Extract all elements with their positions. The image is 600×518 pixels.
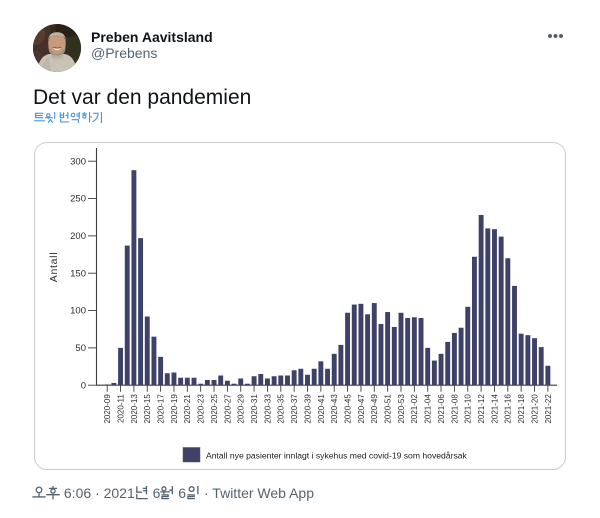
svg-text:50: 50 [75, 343, 86, 354]
svg-text:0: 0 [81, 380, 86, 391]
svg-text:2020-29: 2020-29 [237, 394, 246, 424]
svg-text:2021-02: 2021-02 [410, 394, 419, 424]
svg-text:2020-37: 2020-37 [290, 394, 299, 424]
svg-text:2021-12: 2021-12 [477, 394, 486, 424]
svg-text:2021-18: 2021-18 [517, 394, 526, 424]
svg-text:2021-22: 2021-22 [544, 394, 553, 424]
svg-text:2020-09: 2020-09 [103, 394, 112, 424]
svg-text:100: 100 [70, 306, 86, 317]
svg-text:2020-51: 2020-51 [384, 394, 393, 424]
svg-text:2020-41: 2020-41 [317, 394, 326, 424]
svg-text:200: 200 [70, 231, 86, 242]
svg-text:2021-06: 2021-06 [437, 394, 446, 424]
svg-text:2021-16: 2021-16 [504, 394, 513, 424]
svg-text:2020-49: 2020-49 [370, 394, 379, 424]
svg-text:250: 250 [70, 194, 86, 205]
svg-text:2020-45: 2020-45 [343, 394, 352, 424]
svg-text:2020-27: 2020-27 [223, 394, 232, 424]
svg-text:2020-13: 2020-13 [130, 394, 139, 424]
svg-text:2020-15: 2020-15 [143, 394, 152, 424]
svg-text:2021-08: 2021-08 [450, 394, 459, 424]
svg-text:300: 300 [70, 156, 86, 167]
svg-text:2020-11: 2020-11 [116, 394, 125, 423]
svg-text:2021-04: 2021-04 [424, 394, 433, 424]
svg-text:2020-19: 2020-19 [170, 394, 179, 424]
svg-text:2020-33: 2020-33 [263, 394, 272, 424]
svg-text:2020-47: 2020-47 [357, 394, 366, 424]
svg-text:Antall nye pasienter innlagt i: Antall nye pasienter innlagt i sykehus m… [206, 451, 468, 461]
svg-text:2020-25: 2020-25 [210, 394, 219, 424]
svg-text:2020-35: 2020-35 [277, 394, 286, 424]
svg-text:2020-53: 2020-53 [397, 394, 406, 424]
svg-text:150: 150 [70, 268, 86, 279]
svg-text:2020-17: 2020-17 [157, 394, 166, 424]
svg-text:2020-21: 2020-21 [183, 394, 192, 424]
svg-text:2021-14: 2021-14 [490, 394, 499, 424]
svg-text:2020-43: 2020-43 [330, 394, 339, 424]
svg-text:2020-31: 2020-31 [250, 394, 259, 424]
svg-text:2020-23: 2020-23 [197, 394, 206, 424]
svg-text:2021-10: 2021-10 [464, 394, 473, 424]
svg-text:2021-20: 2021-20 [530, 394, 539, 424]
svg-text:Antall: Antall [48, 252, 60, 282]
svg-text:2020-39: 2020-39 [303, 394, 312, 424]
